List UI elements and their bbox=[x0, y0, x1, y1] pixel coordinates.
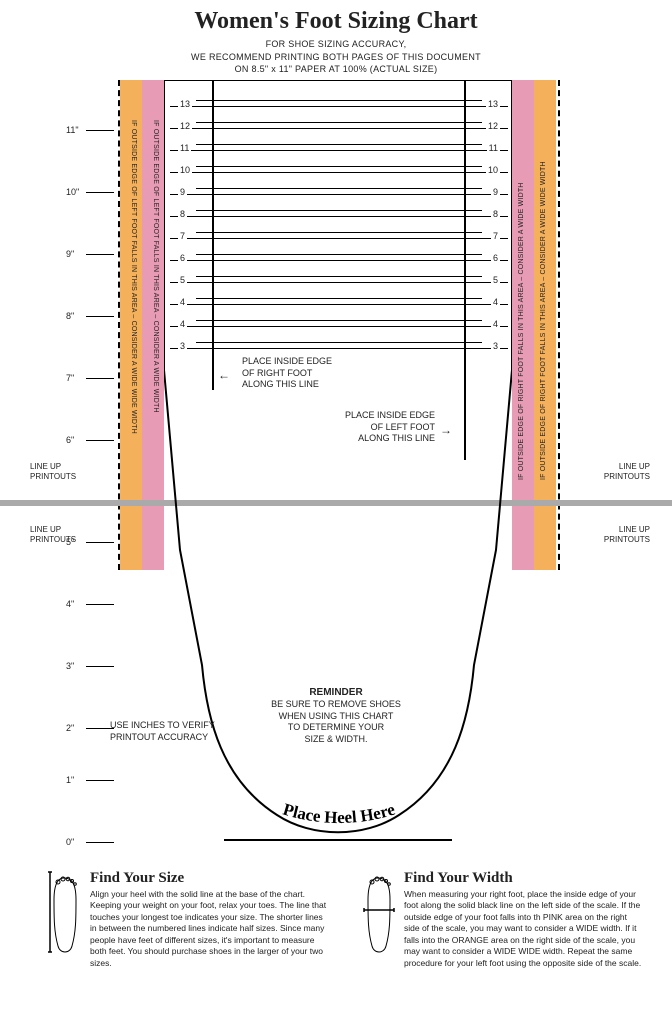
ruler-tick bbox=[86, 780, 114, 781]
heel-text: Place Heel Here bbox=[234, 778, 444, 838]
instruction-left-foot: PLACE INSIDE EDGEOF LEFT FOOTALONG THIS … bbox=[335, 410, 435, 445]
sub-l3: ON 8.5" x 11" PAPER AT 100% (ACTUAL SIZE… bbox=[235, 64, 438, 74]
verify-printout: USE INCHES TO VERIFYPRINTOUT ACCURACY bbox=[110, 720, 215, 743]
find-size-col: Find Your Size Align your heel with the … bbox=[46, 870, 330, 969]
lineup-left-upper: LINE UPPRINTOUTS bbox=[30, 462, 76, 481]
ruler-tick bbox=[86, 440, 114, 441]
lineup-left-lower: LINE UPPRINTOUTS bbox=[30, 525, 76, 544]
right-foot-guide-line bbox=[212, 80, 214, 390]
arrow-right-icon: → bbox=[440, 423, 452, 437]
band-border-l1 bbox=[118, 80, 120, 570]
find-size-h: Find Your Size bbox=[90, 870, 330, 887]
band-txt-li: IF OUTSIDE EDGE OF LEFT FOOT FALLS IN TH… bbox=[152, 120, 159, 413]
ruler-label: 10" bbox=[66, 187, 79, 197]
ruler-label: 9" bbox=[66, 249, 74, 259]
find-width-col: Find Your Width When measuring your righ… bbox=[360, 870, 644, 969]
ruler-label: 7" bbox=[66, 373, 74, 383]
left-foot-guide-line bbox=[464, 80, 466, 460]
reminder-body: BE SURE TO REMOVE SHOESWHEN USING THIS C… bbox=[271, 699, 401, 744]
ruler-tick bbox=[86, 316, 114, 317]
foot-icon-right bbox=[360, 870, 396, 969]
chart-page: Women's Foot Sizing Chart FOR SHOE SIZIN… bbox=[0, 0, 672, 1024]
foot-icon-left bbox=[46, 870, 82, 969]
arrow-left-icon: ← bbox=[218, 368, 230, 382]
find-width-p: When measuring your right foot, place th… bbox=[404, 889, 644, 969]
band-txt-ri: IF OUTSIDE EDGE OF RIGHT FOOT FALLS IN T… bbox=[518, 182, 525, 480]
bottom-section: Find Your Size Align your heel with the … bbox=[46, 870, 644, 969]
find-size-p: Align your heel with the solid line at t… bbox=[90, 889, 330, 969]
page-title: Women's Foot Sizing Chart bbox=[0, 8, 672, 35]
ruler-tick bbox=[86, 542, 114, 543]
sub-l1: FOR SHOE SIZING ACCURACY, bbox=[266, 39, 407, 49]
reminder-box: REMINDER BE SURE TO REMOVE SHOESWHEN USI… bbox=[0, 686, 672, 746]
ruler-tick bbox=[86, 378, 114, 379]
ruler-label: 4" bbox=[66, 599, 74, 609]
svg-text:Place Heel Here: Place Heel Here bbox=[281, 800, 398, 828]
instruction-right-foot: PLACE INSIDE EDGEOF RIGHT FOOTALONG THIS… bbox=[242, 356, 332, 391]
ruler-label: 11" bbox=[66, 125, 79, 135]
ruler-label: 3" bbox=[66, 661, 74, 671]
subtitle: FOR SHOE SIZING ACCURACY, WE RECOMMEND P… bbox=[0, 38, 672, 76]
ruler-tick bbox=[86, 666, 114, 667]
find-size-text: Find Your Size Align your heel with the … bbox=[90, 870, 330, 969]
band-border-r1 bbox=[558, 80, 560, 570]
ruler-label: 8" bbox=[66, 311, 74, 321]
ruler-tick bbox=[86, 130, 114, 131]
ruler-tick bbox=[86, 842, 114, 843]
sub-l2: WE RECOMMEND PRINTING BOTH PAGES OF THIS… bbox=[191, 52, 481, 62]
reminder-head: REMINDER bbox=[309, 687, 362, 698]
ruler-label: 6" bbox=[66, 435, 74, 445]
find-width-h: Find Your Width bbox=[404, 870, 644, 887]
ruler-label: 0" bbox=[66, 837, 74, 847]
ruler-label: 1" bbox=[66, 775, 74, 785]
lineup-right-upper: LINE UPPRINTOUTS bbox=[604, 462, 650, 481]
find-width-text: Find Your Width When measuring your righ… bbox=[404, 870, 644, 969]
lineup-right-lower: LINE UPPRINTOUTS bbox=[604, 525, 650, 544]
band-txt-ro: IF OUTSIDE EDGE OF RIGHT FOOT FALLS IN T… bbox=[540, 161, 547, 480]
ruler-tick bbox=[86, 254, 114, 255]
ruler-tick bbox=[86, 604, 114, 605]
ruler-tick bbox=[86, 192, 114, 193]
band-txt-lo: IF OUTSIDE EDGE OF LEFT FOOT FALLS IN TH… bbox=[130, 120, 137, 434]
